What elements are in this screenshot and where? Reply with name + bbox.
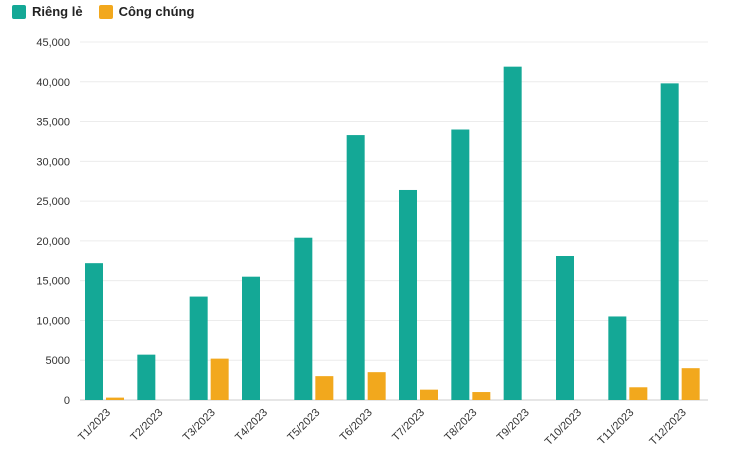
bar-cong-chung	[210, 358, 229, 400]
bar-cong-chung	[420, 389, 438, 400]
y-tick-label: 0	[64, 395, 70, 407]
legend-label-rieng-le: Riêng lẻ	[32, 4, 83, 19]
bar-rieng-le	[242, 276, 260, 400]
legend: Riêng lẻ Công chúng	[12, 4, 210, 19]
legend-swatch-rieng-le	[12, 4, 26, 19]
bar-rieng-le	[294, 237, 313, 400]
x-tick-label: T1/2023	[76, 407, 113, 444]
bar-rieng-le	[503, 66, 522, 400]
bar-rieng-le	[556, 256, 574, 400]
y-tick-label: 15,000	[36, 276, 70, 288]
x-tick-label: T12/2023	[647, 407, 688, 448]
legend-item-rieng-le: Riêng lẻ	[12, 4, 83, 19]
y-tick-label: 35,000	[36, 117, 70, 129]
x-tick-label: T2/2023	[128, 407, 165, 444]
bar-cong-chung	[315, 376, 334, 400]
x-tick-label: T11/2023	[596, 407, 637, 448]
x-tick-label: T8/2023	[442, 407, 479, 444]
x-tick-label: T7/2023	[390, 407, 427, 444]
y-tick-label: 25,000	[36, 196, 70, 208]
x-tick-label: T6/2023	[338, 407, 375, 444]
x-tick-label: T5/2023	[285, 407, 322, 444]
x-tick-label: T3/2023	[181, 407, 218, 444]
bar-cong-chung	[106, 397, 124, 400]
bar-cong-chung	[367, 372, 386, 400]
bar-cong-chung	[681, 368, 700, 400]
x-tick-label: T9/2023	[495, 407, 532, 444]
bar-rieng-le	[85, 263, 103, 400]
y-tick-label: 30,000	[36, 156, 70, 168]
bar-rieng-le	[399, 189, 417, 400]
bar-rieng-le	[608, 316, 627, 400]
bar-rieng-le	[660, 83, 679, 400]
legend-item-cong-chung: Công chúng	[98, 4, 195, 19]
x-tick-label: T4/2023	[233, 407, 270, 444]
bar-rieng-le	[346, 135, 365, 400]
legend-swatch-cong-chung	[98, 4, 113, 19]
bar-cong-chung	[472, 392, 491, 400]
legend-label-cong-chung: Công chúng	[118, 4, 195, 19]
x-tick-label: T10/2023	[543, 407, 584, 448]
bar-rieng-le	[451, 129, 470, 400]
y-tick-label: 45,000	[36, 37, 70, 49]
bar-cong-chung	[629, 387, 648, 400]
y-tick-label: 20,000	[36, 236, 70, 248]
bar-rieng-le	[137, 354, 156, 400]
bar-rieng-le	[189, 296, 208, 400]
y-tick-label: 5000	[46, 355, 70, 367]
y-tick-label: 40,000	[36, 77, 70, 89]
y-tick-label: 10,000	[36, 315, 70, 327]
